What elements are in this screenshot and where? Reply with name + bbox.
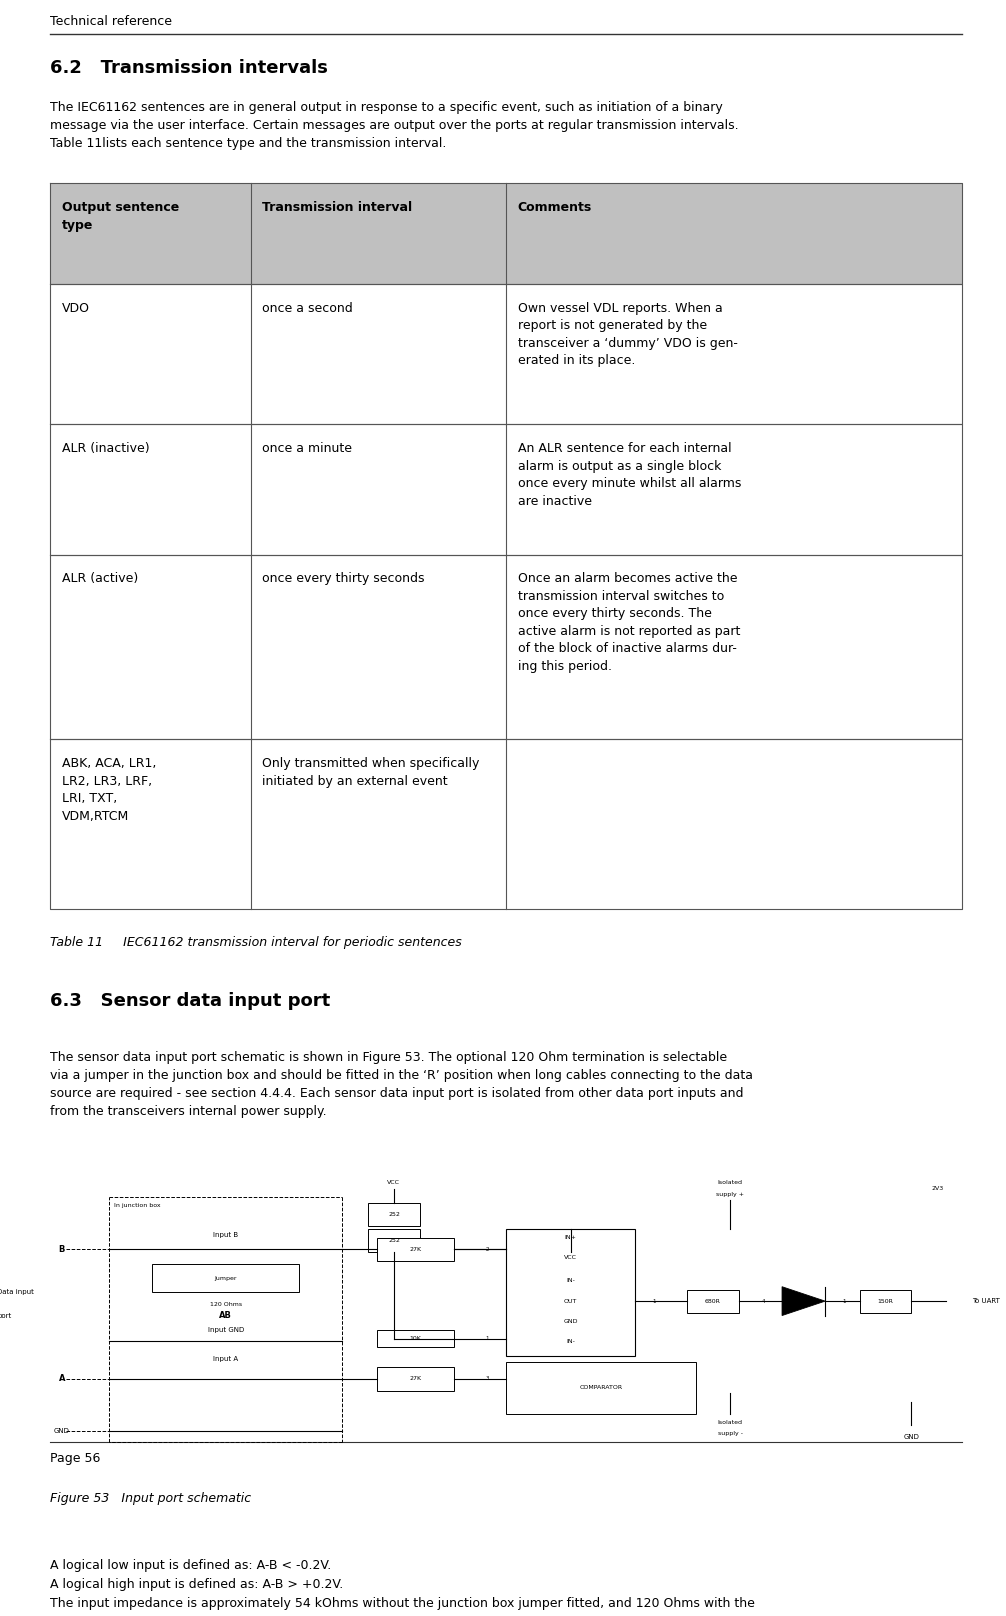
Text: 1: 1 <box>485 1336 489 1341</box>
Text: Data input: Data input <box>0 1290 34 1296</box>
Text: IN-: IN- <box>566 1340 575 1345</box>
Text: 4: 4 <box>762 1299 765 1304</box>
Text: GND: GND <box>563 1319 578 1324</box>
Polygon shape <box>782 1286 825 1315</box>
Text: Table 11     IEC61162 transmission interval for periodic sentences: Table 11 IEC61162 transmission interval … <box>50 936 462 949</box>
Text: 2V3: 2V3 <box>932 1186 944 1191</box>
Text: 2: 2 <box>485 1246 489 1252</box>
Text: COMPARATOR: COMPARATOR <box>579 1385 623 1390</box>
Text: port: port <box>0 1312 11 1319</box>
Text: 120 Ohms: 120 Ohms <box>209 1301 241 1306</box>
Bar <box>50 183 962 284</box>
Text: ALR (active): ALR (active) <box>61 572 138 585</box>
Bar <box>506 1362 696 1414</box>
Text: VCC: VCC <box>564 1256 577 1260</box>
Text: IN-: IN- <box>566 1278 575 1283</box>
Text: Input GND: Input GND <box>207 1327 243 1333</box>
Text: Isolated: Isolated <box>718 1180 742 1186</box>
Text: IN+: IN+ <box>564 1235 576 1239</box>
Text: ABK, ACA, LR1,
LR2, LR3, LRF,
LRI, TXT,
VDM,RTCM: ABK, ACA, LR1, LR2, LR3, LRF, LRI, TXT, … <box>61 758 156 823</box>
Text: An ALR sentence for each internal
alarm is output as a single block
once every m: An ALR sentence for each internal alarm … <box>518 443 741 507</box>
Text: VDO: VDO <box>61 302 90 315</box>
Text: Jumper: Jumper <box>214 1275 237 1280</box>
Bar <box>860 1290 911 1312</box>
Bar <box>376 1238 455 1260</box>
Text: Isolated: Isolated <box>718 1420 742 1425</box>
Text: The sensor data input port schematic is shown in Figure 53. The optional 120 Ohm: The sensor data input port schematic is … <box>50 1052 752 1118</box>
Text: 150R: 150R <box>877 1299 893 1304</box>
Text: Input A: Input A <box>213 1356 238 1362</box>
Bar <box>687 1290 739 1312</box>
Text: once every thirty seconds: once every thirty seconds <box>263 572 425 585</box>
Text: Page 56: Page 56 <box>50 1453 101 1466</box>
Text: Input B: Input B <box>213 1231 238 1238</box>
Text: Once an alarm becomes active the
transmission interval switches to
once every th: Once an alarm becomes active the transmi… <box>518 572 740 672</box>
Text: Own vessel VDL reports. When a
report is not generated by the
transceiver a ‘dum: Own vessel VDL reports. When a report is… <box>518 302 737 367</box>
Text: 1: 1 <box>653 1299 656 1304</box>
Text: once a second: once a second <box>263 302 353 315</box>
Text: supply +: supply + <box>716 1193 744 1197</box>
Bar <box>368 1202 420 1227</box>
Text: GND: GND <box>903 1433 919 1440</box>
Text: 27K: 27K <box>409 1246 422 1252</box>
Text: To UART: To UART <box>972 1298 1000 1304</box>
Text: once a minute: once a minute <box>263 443 352 456</box>
Text: 680R: 680R <box>705 1299 721 1304</box>
Text: GND: GND <box>54 1429 69 1433</box>
Text: 6.3   Sensor data input port: 6.3 Sensor data input port <box>50 992 330 1010</box>
Bar <box>153 1264 299 1293</box>
Text: VCC: VCC <box>387 1180 400 1186</box>
Text: Figure 53   Input port schematic: Figure 53 Input port schematic <box>50 1492 250 1504</box>
Text: 6.2   Transmission intervals: 6.2 Transmission intervals <box>50 60 328 78</box>
Text: Transmission interval: Transmission interval <box>263 200 412 213</box>
Bar <box>376 1330 455 1348</box>
Text: A logical low input is defined as: A-B < -0.2V.
A logical high input is defined : A logical low input is defined as: A-B <… <box>50 1559 754 1616</box>
Bar <box>376 1367 455 1390</box>
Text: A: A <box>58 1375 65 1383</box>
Text: The IEC61162 sentences are in general output in response to a specific event, su: The IEC61162 sentences are in general ou… <box>50 100 738 150</box>
Text: supply -: supply - <box>718 1432 742 1437</box>
Text: 1: 1 <box>842 1299 846 1304</box>
Bar <box>368 1230 420 1252</box>
Text: 252: 252 <box>388 1212 399 1217</box>
Text: Technical reference: Technical reference <box>50 15 172 27</box>
Text: Comments: Comments <box>518 200 592 213</box>
Text: 27K: 27K <box>409 1377 422 1382</box>
Bar <box>506 1230 636 1356</box>
Text: In junction box: In junction box <box>114 1204 160 1209</box>
Text: Output sentence
type: Output sentence type <box>61 200 179 231</box>
Text: B: B <box>58 1244 65 1254</box>
Text: ALR (inactive): ALR (inactive) <box>61 443 149 456</box>
Text: Only transmitted when specifically
initiated by an external event: Only transmitted when specifically initi… <box>263 758 480 787</box>
Text: 10K: 10K <box>409 1336 422 1341</box>
Text: 252: 252 <box>388 1238 399 1243</box>
Text: 3: 3 <box>485 1377 489 1382</box>
Text: OUT: OUT <box>564 1299 577 1304</box>
Text: AB: AB <box>219 1311 232 1320</box>
